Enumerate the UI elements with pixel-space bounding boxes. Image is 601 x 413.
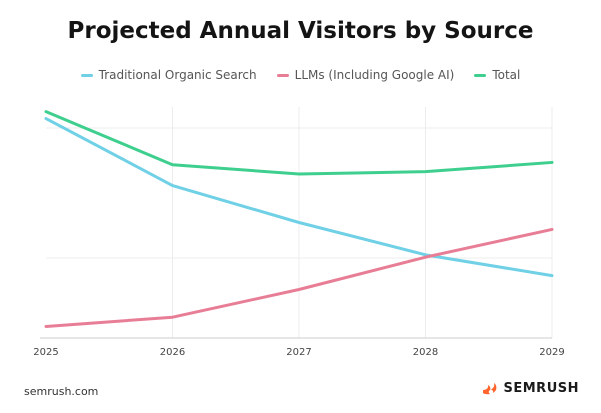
legend-item-total: Total bbox=[474, 68, 520, 82]
series-line-1 bbox=[44, 227, 554, 328]
series-line-2 bbox=[44, 110, 554, 176]
legend-item-llms: LLMs (Including Google AI) bbox=[276, 68, 455, 82]
x-tick-label-2025: 2025 bbox=[33, 347, 58, 358]
x-tick-label-2026: 2026 bbox=[160, 347, 185, 358]
brand-name: SEMRUSH bbox=[503, 381, 579, 396]
legend-swatch-total bbox=[474, 73, 487, 77]
legend-label-organic: Traditional Organic Search bbox=[98, 68, 257, 82]
legend-swatch-organic bbox=[80, 73, 93, 77]
legend-label-total: Total bbox=[492, 68, 521, 82]
x-tick-label-2027: 2027 bbox=[286, 347, 311, 358]
x-tick-label-2029: 2029 bbox=[539, 347, 564, 358]
series-line-0 bbox=[44, 117, 554, 278]
legend-item-organic: Traditional Organic Search bbox=[80, 68, 257, 82]
brand-logo: SEMRUSH bbox=[481, 381, 580, 396]
chart-title: Projected Annual Visitors by Source bbox=[67, 18, 534, 44]
source-label: semrush.com bbox=[24, 385, 99, 398]
chart-legend: Traditional Organic Search LLMs (Includi… bbox=[0, 68, 601, 82]
x-tick-label-2028: 2028 bbox=[413, 347, 438, 358]
legend-label-llms: LLMs (Including Google AI) bbox=[294, 68, 455, 82]
flame-icon bbox=[482, 382, 496, 394]
legend-swatch-llms bbox=[276, 73, 289, 77]
